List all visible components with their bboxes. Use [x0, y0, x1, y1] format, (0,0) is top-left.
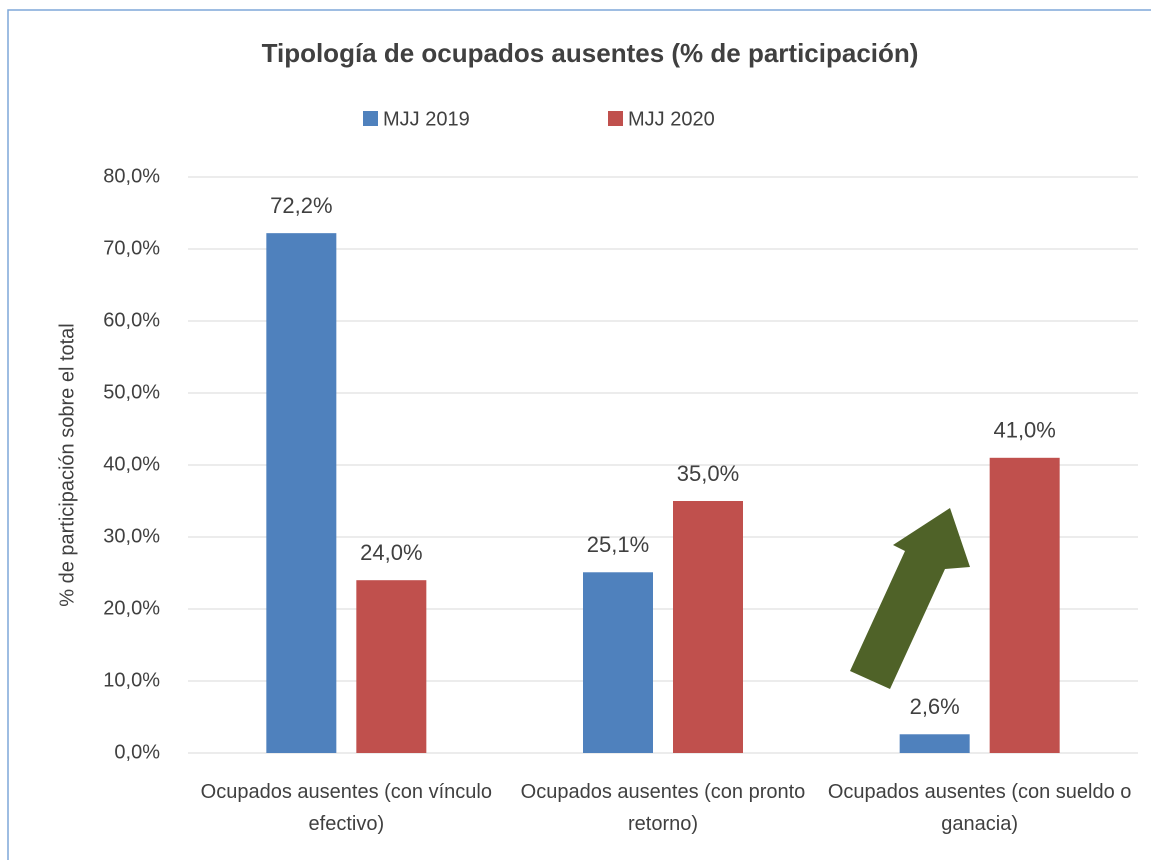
bar: [356, 580, 427, 753]
y-tick-label: 80,0%: [103, 165, 160, 187]
bar: [266, 233, 337, 753]
annotation-arrow: [850, 508, 970, 689]
y-tick-label: 20,0%: [103, 597, 160, 619]
bar: [899, 734, 970, 753]
data-label: 72,2%: [270, 193, 332, 218]
chart-title: Tipología de ocupados ausentes (% de par…: [262, 38, 919, 68]
bar: [673, 501, 743, 753]
y-tick-label: 50,0%: [103, 381, 160, 403]
y-axis-label: % de participación sobre el total: [56, 323, 78, 607]
x-tick-label: Ocupados ausentes (con pronto retorno): [520, 781, 806, 835]
y-tick-label: 30,0%: [103, 525, 160, 547]
legend-label: MJJ 2020: [628, 108, 715, 130]
y-tick-label: 70,0%: [103, 237, 160, 259]
legend-swatch: [363, 111, 378, 126]
y-tick-label: 40,0%: [103, 453, 160, 475]
y-tick-label: 60,0%: [103, 309, 160, 331]
data-label: 24,0%: [360, 540, 422, 565]
x-tick-label: Ocupados ausentes (con vínculo efectivo): [200, 781, 492, 835]
chart-frame: [7, 9, 1151, 860]
bar: [989, 457, 1060, 753]
bar: [583, 572, 653, 753]
y-tick-label: 0,0%: [114, 741, 160, 763]
data-label: 25,1%: [587, 532, 649, 557]
data-label: 41,0%: [993, 418, 1055, 443]
data-label: 2,6%: [910, 694, 960, 719]
data-label: 35,0%: [677, 461, 739, 486]
legend-swatch: [608, 111, 623, 126]
legend-label: MJJ 2019: [383, 108, 470, 130]
x-tick-label: Ocupados ausentes (con sueldo o ganacia): [827, 781, 1132, 835]
y-tick-label: 10,0%: [103, 669, 160, 691]
